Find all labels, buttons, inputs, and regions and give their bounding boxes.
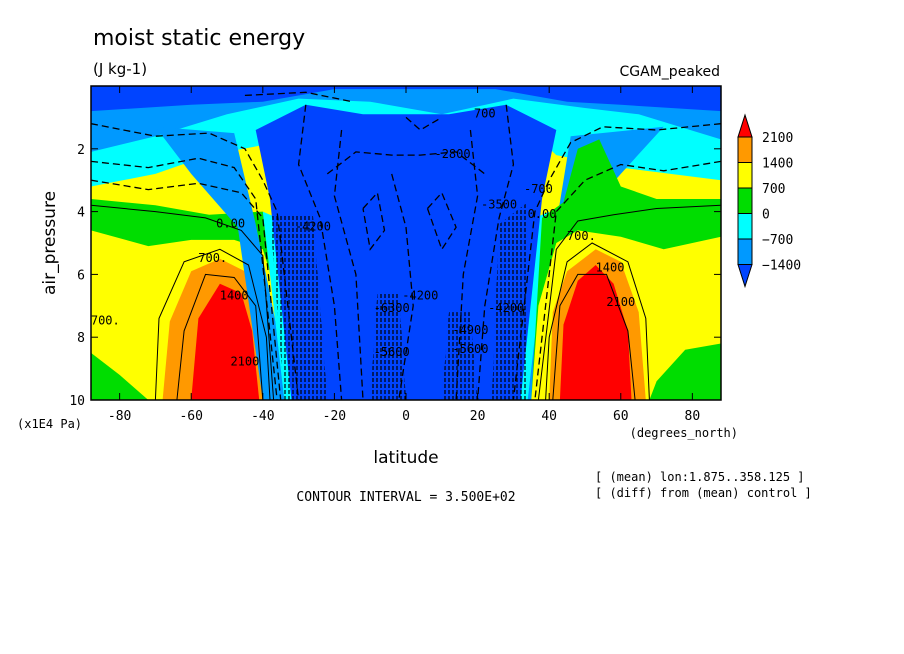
colorbar-label: 700 (762, 182, 785, 197)
contour-label: -700 (524, 182, 553, 196)
contour-label: 0.00 (528, 207, 557, 221)
contour-line-dashed-1 (91, 157, 278, 400)
x-tick-label: 20 (470, 409, 486, 424)
field-region-11 (255, 104, 557, 400)
y-tick-label: 4 (77, 206, 85, 221)
contour-label: 1400 (220, 289, 249, 303)
y-tick-label: 2 (77, 143, 85, 158)
x-axis-units: (degrees_north) (630, 426, 738, 440)
contour-line-solid-0 (91, 204, 275, 400)
field-region-4 (191, 283, 260, 400)
contour-label: -4900 (452, 323, 488, 337)
field-region-6 (91, 86, 721, 152)
field-region-17 (270, 214, 328, 400)
contour-line-solid-4 (545, 242, 650, 400)
contour-line-solid-5 (552, 273, 636, 400)
x-tick-label: 60 (613, 409, 629, 424)
y-axis-title: air_pressure (40, 191, 60, 295)
x-tick-label: -20 (323, 409, 346, 424)
contour-label: 2100 (606, 295, 635, 309)
y-axis: 2 4 6 8 10 (69, 143, 721, 409)
field-region-18 (370, 293, 406, 400)
contour-label: -6300 (374, 301, 410, 315)
contour-label: -5600 (452, 342, 488, 356)
contour-line-dashed-13 (405, 116, 443, 131)
colorbar-top-arrow (737, 113, 753, 138)
colorbar: 2100 1400 700 0 −700 −1400 (737, 113, 801, 289)
contour-line-dashed-7 (476, 104, 515, 400)
colorbar-bottom-arrow (737, 264, 753, 289)
contour-line-dashed-3 (512, 123, 721, 400)
x-tick-label: 40 (541, 409, 557, 424)
contour-label: 1400 (596, 260, 625, 274)
x-tick-label: -60 (179, 409, 202, 424)
contour-line-solid-3 (537, 204, 721, 400)
contour-line-dashed-14 (244, 91, 353, 103)
contour-label: 700. (91, 314, 120, 328)
field-region-5 (91, 86, 721, 187)
contour-label: -5600 (374, 345, 410, 359)
colorbar-swatch (737, 136, 753, 163)
contour-label: -2800 (434, 147, 470, 161)
y-tick-label: 8 (77, 331, 85, 346)
contour-labels: 700-2800-3500-4200-4200-4200-4900-5600-5… (91, 106, 635, 368)
x-tick-label: 0 (402, 409, 410, 424)
field-region-16 (559, 265, 632, 400)
contour-line-dashed-4 (534, 160, 721, 400)
contour-label: -3500 (481, 197, 517, 211)
colorbar-swatch (737, 213, 753, 240)
contour-label: 0.00 (216, 216, 245, 230)
colorbar-swatch (737, 162, 753, 189)
contour-line-dashed-6 (333, 129, 364, 400)
field-region-7 (91, 86, 721, 112)
colorbar-label: −700 (762, 233, 793, 248)
x-tick-label: -80 (108, 409, 131, 424)
contour-line-dashed-8 (455, 129, 479, 400)
contour-line-dashed-11 (426, 191, 457, 251)
contour-label: 700. (198, 251, 227, 265)
x-axis: -80 -60 -40 -20 0 20 40 60 80 (108, 86, 700, 424)
chart-title: moist static energy (93, 26, 305, 51)
contour-line-dashed-10 (362, 191, 386, 251)
colorbar-label: 0 (762, 208, 770, 223)
colorbar-swatch (737, 238, 753, 265)
contour-line-dashed-2 (91, 179, 282, 400)
field-region-2 (91, 352, 149, 400)
contour-interval: CONTOUR INTERVAL = 3.500E+02 (296, 490, 515, 505)
contour-label: 700 (474, 106, 496, 120)
contour-line-dashed-0 (91, 123, 300, 400)
y-tick-label: 10 (69, 394, 85, 409)
contour-label: 700. (567, 229, 596, 243)
plot-area (91, 86, 721, 400)
note-diff: [ (diff) from (mean) control ] (595, 486, 812, 500)
contour-line-solid-2 (176, 273, 264, 400)
dataset-label: CGAM_peaked (620, 64, 720, 80)
contour-label: -4200 (402, 289, 438, 303)
note-mean-lon: [ (mean) lon:1.875..358.125 ] (595, 470, 805, 484)
field-region-20 (491, 202, 528, 400)
colorbar-label: 2100 (762, 131, 793, 146)
field-region-19 (441, 312, 478, 400)
x-tick-label: -40 (251, 409, 274, 424)
contour-label: -4200 (488, 301, 524, 315)
contour-line-dashed-12 (391, 173, 414, 400)
colorbar-label: 1400 (762, 157, 793, 172)
y-tick-label: 6 (77, 268, 85, 283)
x-axis-title: latitude (373, 448, 438, 468)
colorbar-label: −1400 (762, 259, 801, 274)
field-region-14 (649, 343, 721, 400)
contour-line-solid-1 (154, 248, 271, 400)
x-tick-label: 80 (685, 409, 701, 424)
colorbar-swatch (737, 187, 753, 214)
y-axis-units: (x1E4 Pa) (17, 417, 82, 431)
chart-units: (J kg-1) (93, 60, 147, 78)
contour-label: -4200 (295, 219, 331, 233)
contour-label: 2100 (230, 354, 259, 368)
